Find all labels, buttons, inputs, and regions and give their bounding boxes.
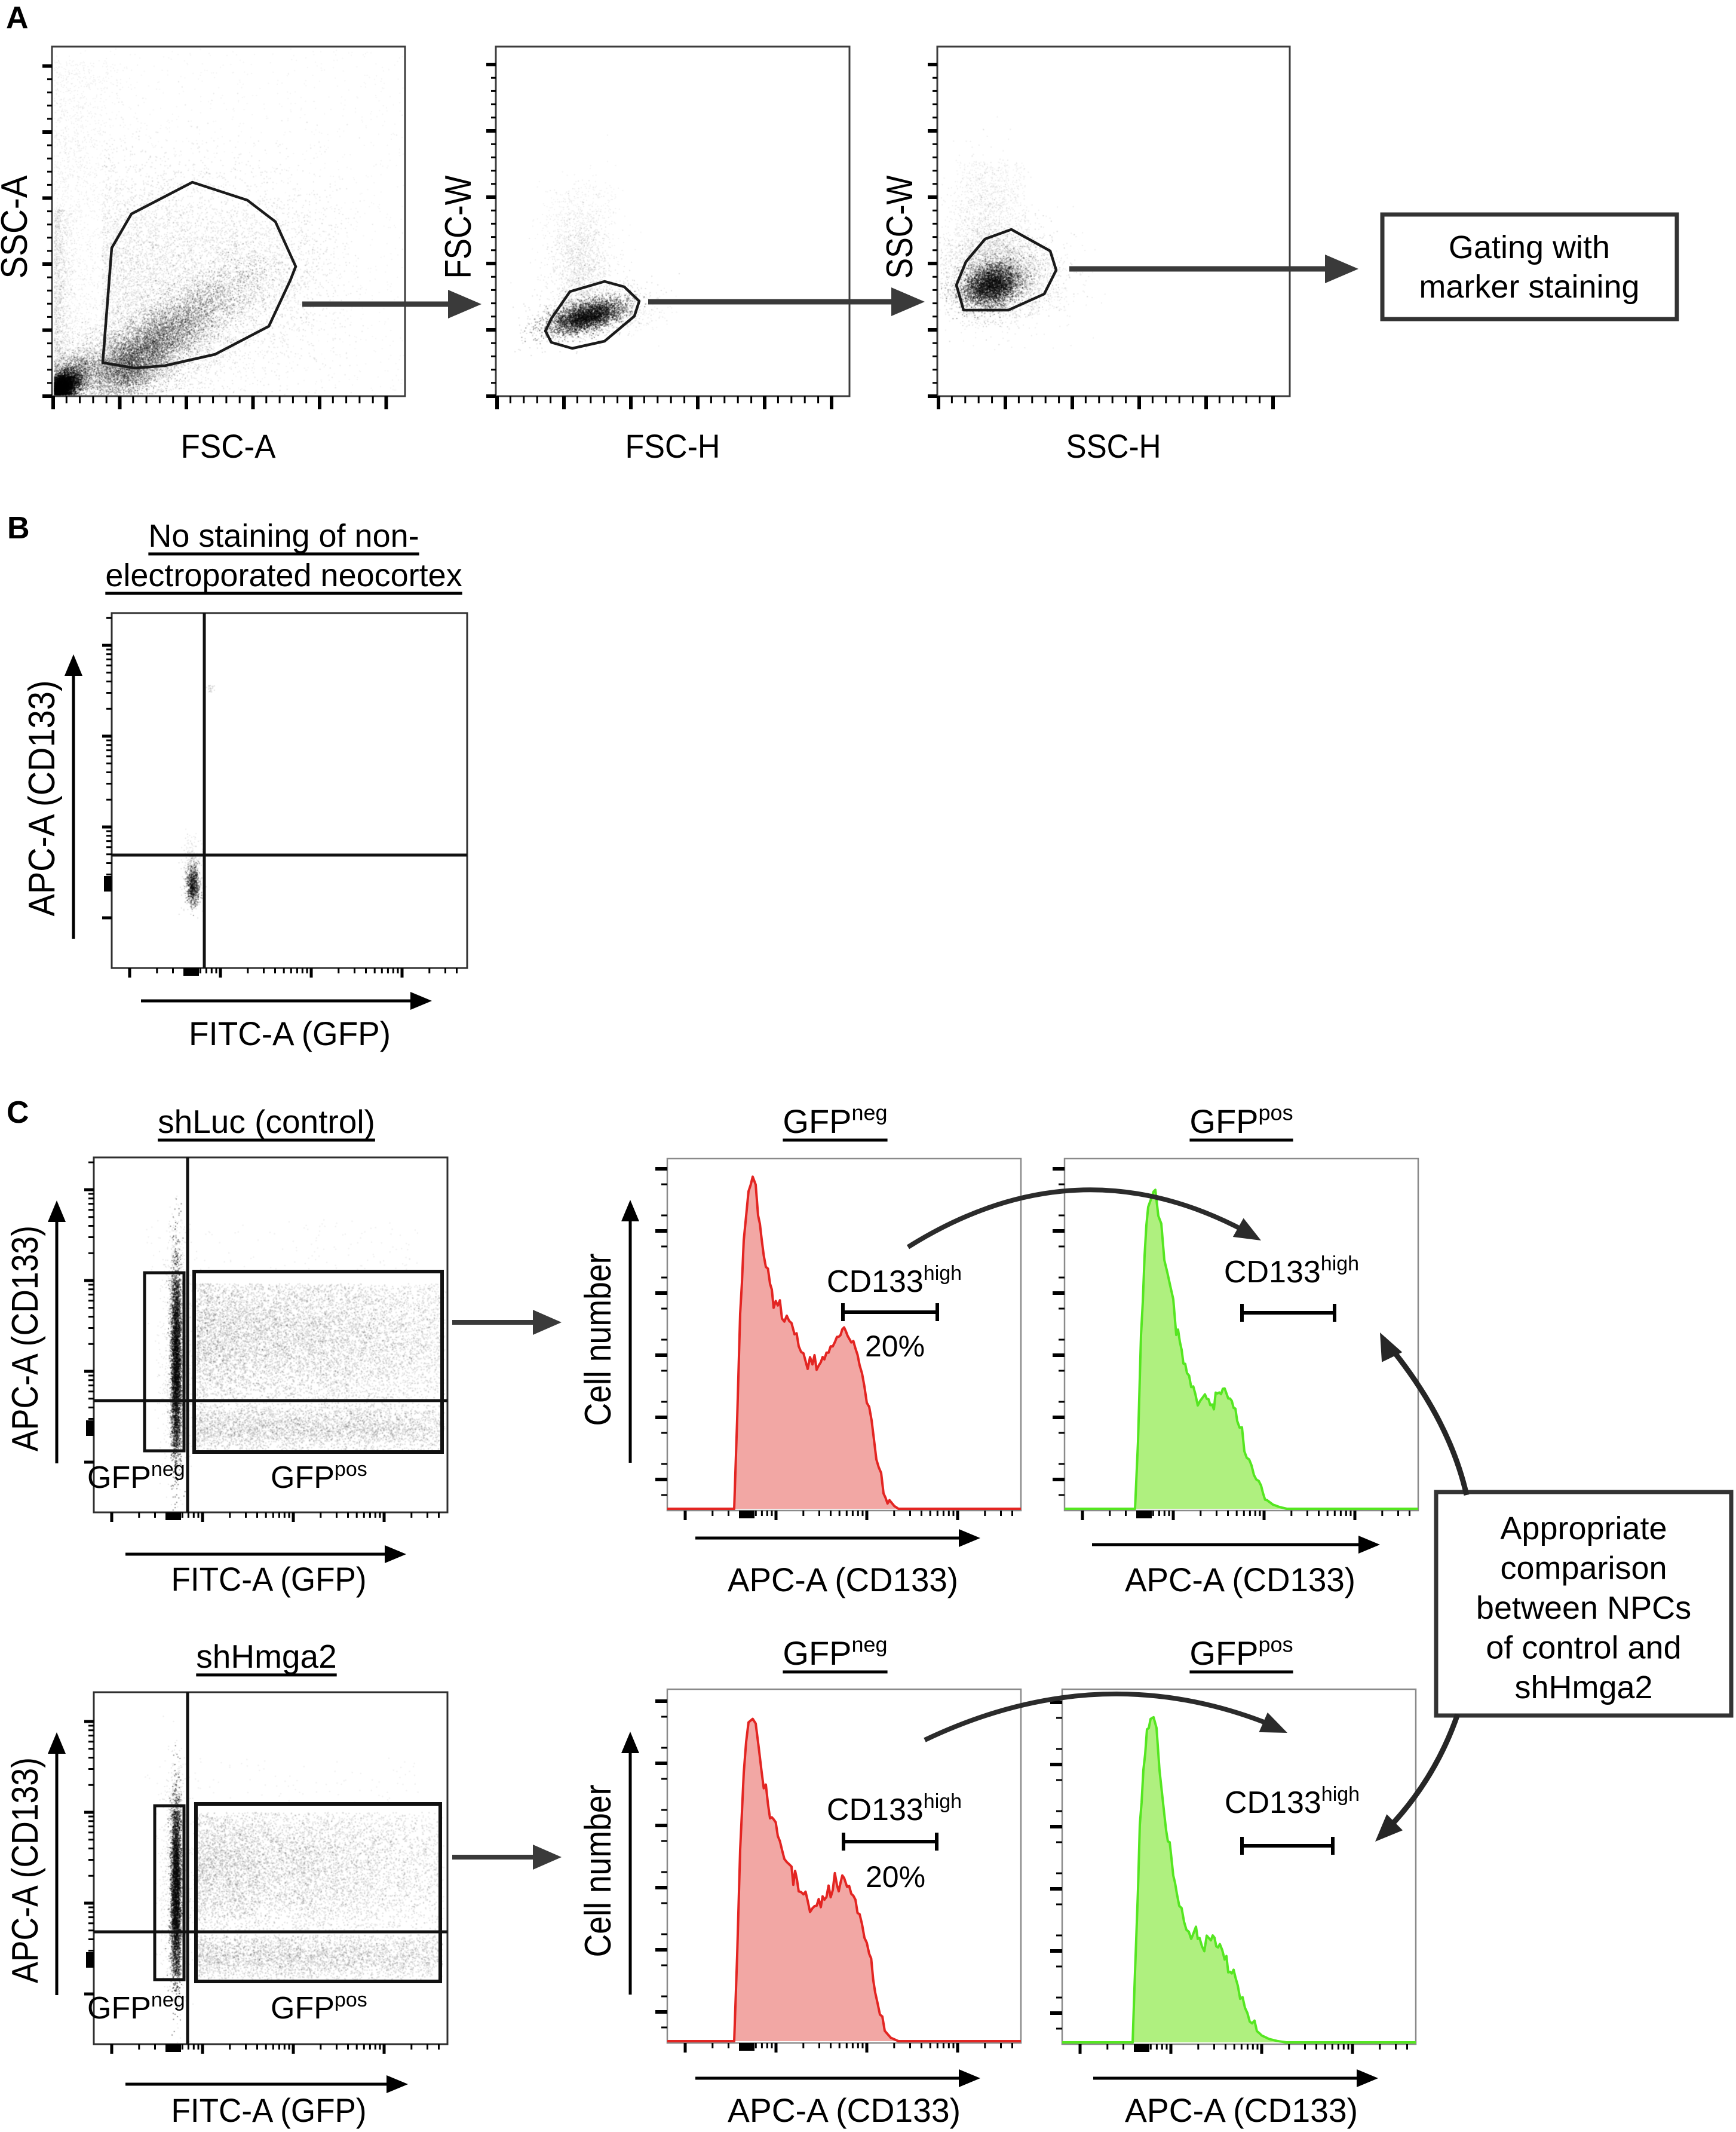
svg-text:marker staining: marker staining <box>1419 269 1639 305</box>
svg-text:APC-A (CD133): APC-A (CD133) <box>5 1226 46 1451</box>
svg-text:APC-A (CD133): APC-A (CD133) <box>1125 2091 1358 2129</box>
svg-text:SSC-H: SSC-H <box>1066 427 1161 465</box>
svg-text:APC-A (CD133): APC-A (CD133) <box>5 1757 46 1983</box>
svg-text:No staining of non-: No staining of non- <box>148 518 419 554</box>
svg-text:GFPpos: GFPpos <box>271 1458 367 1495</box>
svg-text:electroporated neocortex: electroporated neocortex <box>105 557 462 593</box>
svg-text:A: A <box>6 1 29 35</box>
svg-text:GFPpos: GFPpos <box>271 1989 367 2026</box>
svg-text:APC-A (CD133): APC-A (CD133) <box>22 681 63 917</box>
svg-text:FSC-W: FSC-W <box>438 175 479 278</box>
svg-text:shHmga2: shHmga2 <box>1514 1670 1652 1705</box>
svg-text:APC-A (CD133): APC-A (CD133) <box>728 2091 961 2129</box>
svg-text:GFPneg: GFPneg <box>783 1632 887 1672</box>
svg-text:comparison: comparison <box>1500 1551 1667 1586</box>
svg-text:FITC-A (GFP): FITC-A (GFP) <box>189 1015 391 1052</box>
svg-text:SSC-W: SSC-W <box>879 175 921 278</box>
svg-text:GFPneg: GFPneg <box>783 1101 887 1140</box>
svg-text:Gating with: Gating with <box>1449 229 1610 265</box>
svg-text:Appropriate: Appropriate <box>1500 1511 1667 1546</box>
svg-text:CD133high: CD133high <box>1224 1252 1359 1289</box>
svg-text:of control and: of control and <box>1486 1630 1681 1666</box>
svg-text:Cell number: Cell number <box>578 1785 619 1958</box>
svg-text:20%: 20% <box>866 1860 925 1894</box>
svg-text:C: C <box>7 1095 29 1130</box>
svg-text:FITC-A (GFP): FITC-A (GFP) <box>171 1560 367 1598</box>
svg-text:GFPpos: GFPpos <box>1189 1101 1293 1140</box>
svg-text:SSC-A: SSC-A <box>0 175 35 279</box>
svg-text:shLuc (control): shLuc (control) <box>158 1103 375 1140</box>
svg-text:Cell number: Cell number <box>578 1254 619 1426</box>
svg-text:GFPpos: GFPpos <box>1189 1632 1293 1672</box>
svg-text:GFPneg: GFPneg <box>87 1989 185 2026</box>
svg-text:CD133high: CD133high <box>827 1262 962 1299</box>
svg-text:FSC-A: FSC-A <box>181 427 277 465</box>
svg-text:between NPCs: between NPCs <box>1476 1590 1691 1626</box>
svg-text:CD133high: CD133high <box>827 1790 962 1827</box>
svg-text:FITC-A (GFP): FITC-A (GFP) <box>171 2091 367 2129</box>
svg-text:APC-A (CD133): APC-A (CD133) <box>1125 1561 1355 1598</box>
svg-text:GFPneg: GFPneg <box>87 1458 185 1495</box>
svg-text:CD133high: CD133high <box>1225 1783 1360 1820</box>
svg-text:APC-A (CD133): APC-A (CD133) <box>728 1561 958 1598</box>
svg-text:20%: 20% <box>865 1330 925 1363</box>
svg-text:FSC-H: FSC-H <box>625 427 720 465</box>
svg-text:shHmga2: shHmga2 <box>196 1638 336 1675</box>
svg-text:B: B <box>7 511 30 546</box>
